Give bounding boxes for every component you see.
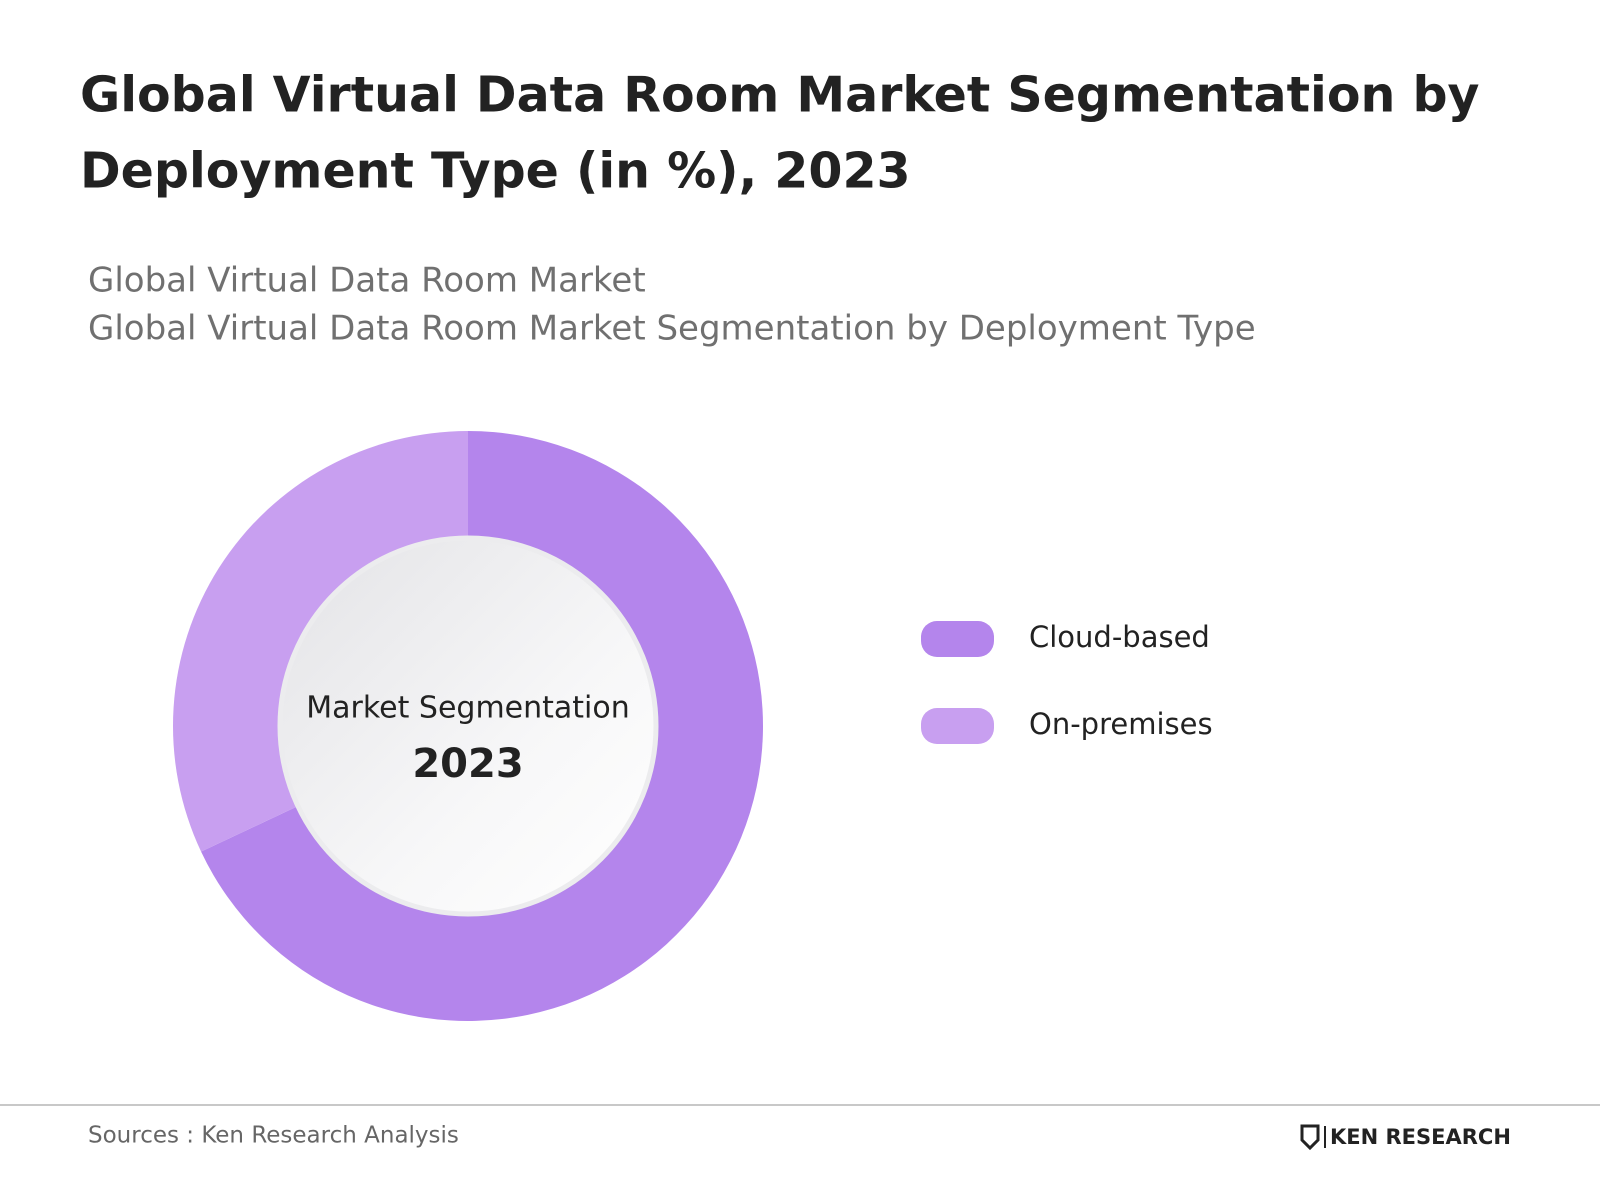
subtitle: Global Virtual Data Room Market xyxy=(88,261,646,301)
center-year: 2023 xyxy=(412,741,523,787)
legend-label: Cloud-based xyxy=(1029,620,1210,654)
brand-logo: KEN RESEARCH xyxy=(1300,1124,1511,1151)
subtitle: Global Virtual Data Room Market Segmenta… xyxy=(88,309,1256,349)
brand: KEN RESEARCH xyxy=(1330,1125,1511,1149)
chart-title: Deployment Type (in %), 2023 xyxy=(80,143,911,200)
legend-swatch xyxy=(921,621,994,657)
legend-swatch xyxy=(921,708,994,744)
source: Sources : Ken Research Analysis xyxy=(88,1123,459,1149)
center-label: Market Segmentation xyxy=(306,691,630,726)
legend: Cloud-based On-premises xyxy=(921,620,1213,744)
chart-title: Global Virtual Data Room Market Segmenta… xyxy=(80,67,1480,124)
donut-hole xyxy=(277,535,659,917)
legend-label: On-premises xyxy=(1029,707,1213,741)
